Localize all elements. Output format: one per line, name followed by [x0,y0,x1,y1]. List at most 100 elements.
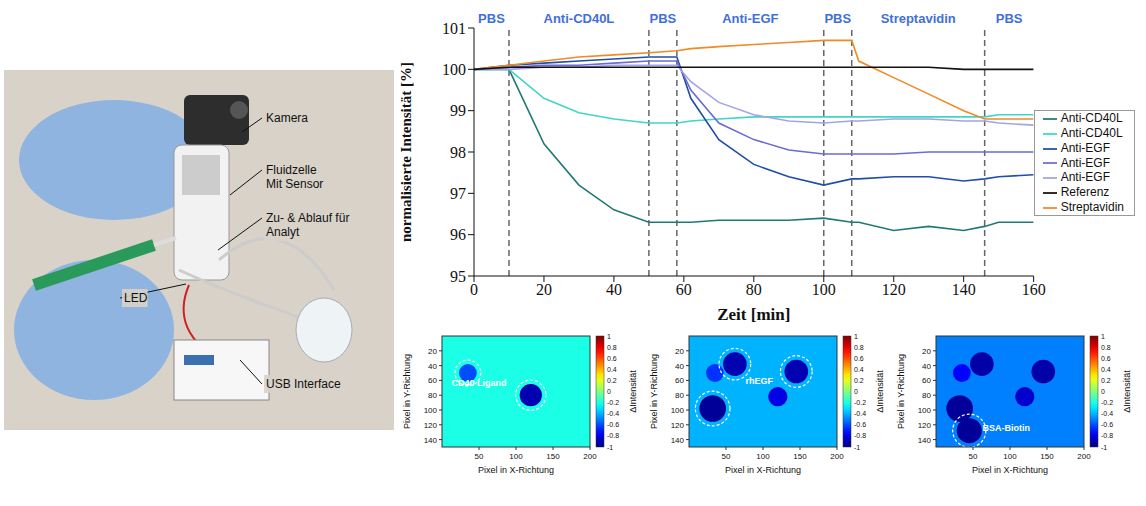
svg-text:150: 150 [546,452,560,461]
svg-text:-0.2: -0.2 [1101,399,1113,406]
svg-text:1: 1 [854,333,858,340]
svg-text:Kamera: Kamera [266,111,308,125]
svg-text:LED: LED [124,291,148,305]
svg-text:-0.8: -0.8 [854,432,866,439]
svg-text:0.4: 0.4 [607,366,617,373]
svg-text:PBS: PBS [478,11,505,26]
svg-text:0: 0 [607,388,611,395]
svg-text:97: 97 [450,185,466,202]
svg-text:Zu- & Ablauf fürAnalyt: Zu- & Ablauf fürAnalyt [266,211,349,239]
svg-text:-0.6: -0.6 [854,421,866,428]
svg-text:0.8: 0.8 [854,344,864,351]
svg-text:150: 150 [793,452,807,461]
svg-text:95: 95 [450,268,466,285]
svg-text:200: 200 [830,452,844,461]
svg-text:-0.4: -0.4 [607,410,619,417]
svg-text:-0.2: -0.2 [607,399,619,406]
svg-text:-0.2: -0.2 [854,399,866,406]
svg-text:120: 120 [918,421,932,430]
svg-text:ΔIntensität: ΔIntensität [1122,370,1132,413]
svg-text:60: 60 [676,281,692,298]
svg-text:120: 120 [424,421,438,430]
svg-text:80: 80 [428,391,437,400]
svg-text:80: 80 [922,391,931,400]
svg-text:-0.6: -0.6 [1101,421,1113,428]
svg-text:-1: -1 [607,444,613,451]
svg-text:ΔIntensität: ΔIntensität [628,370,638,413]
svg-text:Anti-EGF: Anti-EGF [722,11,778,26]
svg-text:100: 100 [509,452,523,461]
svg-text:-1: -1 [1101,444,1107,451]
svg-text:200: 200 [1077,452,1091,461]
svg-text:101: 101 [442,20,466,37]
svg-text:USB Interface: USB Interface [266,377,341,391]
svg-text:PBS: PBS [824,11,851,26]
svg-text:100: 100 [918,406,932,415]
svg-text:Pixel in Y-Richtung: Pixel in Y-Richtung [402,354,412,429]
svg-text:Pixel in Y-Richtung: Pixel in Y-Richtung [896,354,906,429]
svg-text:100: 100 [812,281,836,298]
svg-text:120: 120 [882,281,906,298]
svg-text:80: 80 [675,391,684,400]
svg-text:0.2: 0.2 [1101,377,1111,384]
svg-text:BSA-Biotin: BSA-Biotin [983,423,1031,433]
svg-text:normalisierte Intensität [%]: normalisierte Intensität [%] [398,62,414,242]
svg-text:0.2: 0.2 [854,377,864,384]
svg-text:0.4: 0.4 [854,366,864,373]
svg-text:Pixel in X-Richtung: Pixel in X-Richtung [478,465,554,475]
svg-text:0.8: 0.8 [607,344,617,351]
svg-text:98: 98 [450,144,466,161]
svg-text:-0.6: -0.6 [607,421,619,428]
svg-text:-0.4: -0.4 [854,410,866,417]
svg-text:0.6: 0.6 [607,355,617,362]
svg-text:PBS: PBS [996,11,1023,26]
svg-text:96: 96 [450,226,466,243]
svg-text:FluidzelleMit Sensor: FluidzelleMit Sensor [266,163,323,191]
svg-text:140: 140 [424,436,438,445]
svg-text:40: 40 [606,281,622,298]
svg-text:100: 100 [424,406,438,415]
svg-text:PBS: PBS [650,11,677,26]
svg-text:20: 20 [922,347,931,356]
svg-text:-0.8: -0.8 [1101,432,1113,439]
svg-text:50: 50 [722,452,731,461]
svg-text:100: 100 [671,406,685,415]
svg-text:50: 50 [475,452,484,461]
svg-text:Zeit [min]: Zeit [min] [717,305,790,324]
svg-text:Pixel in X-Richtung: Pixel in X-Richtung [972,465,1048,475]
svg-text:200: 200 [583,452,597,461]
svg-text:150: 150 [1040,452,1054,461]
svg-text:rhEGF: rhEGF [746,376,774,386]
svg-text:ΔIntensität: ΔIntensität [875,370,885,413]
svg-text:40: 40 [675,362,684,371]
svg-text:50: 50 [969,452,978,461]
svg-text:100: 100 [1003,452,1017,461]
svg-text:60: 60 [428,376,437,385]
svg-text:Anti-CD40L: Anti-CD40L [544,11,615,26]
svg-text:-0.8: -0.8 [607,432,619,439]
svg-text:0: 0 [470,281,478,298]
svg-text:80: 80 [746,281,762,298]
svg-text:Pixel in Y-Richtung: Pixel in Y-Richtung [649,354,659,429]
svg-text:140: 140 [671,436,685,445]
svg-text:CD40 Ligand: CD40 Ligand [451,378,506,388]
svg-text:140: 140 [918,436,932,445]
svg-text:20: 20 [536,281,552,298]
svg-text:Streptavidin: Streptavidin [881,11,956,26]
svg-text:140: 140 [952,281,976,298]
svg-text:100: 100 [442,61,466,78]
svg-text:0.2: 0.2 [607,377,617,384]
svg-text:20: 20 [675,347,684,356]
svg-text:0: 0 [854,388,858,395]
svg-text:-1: -1 [854,444,860,451]
svg-text:99: 99 [450,102,466,119]
svg-text:Pixel in X-Richtung: Pixel in X-Richtung [725,465,801,475]
svg-text:0: 0 [1101,388,1105,395]
svg-text:100: 100 [756,452,770,461]
svg-text:1: 1 [607,333,611,340]
svg-text:40: 40 [922,362,931,371]
svg-text:0.8: 0.8 [1101,344,1111,351]
svg-text:20: 20 [428,347,437,356]
svg-text:0.6: 0.6 [1101,355,1111,362]
svg-text:160: 160 [1022,281,1046,298]
